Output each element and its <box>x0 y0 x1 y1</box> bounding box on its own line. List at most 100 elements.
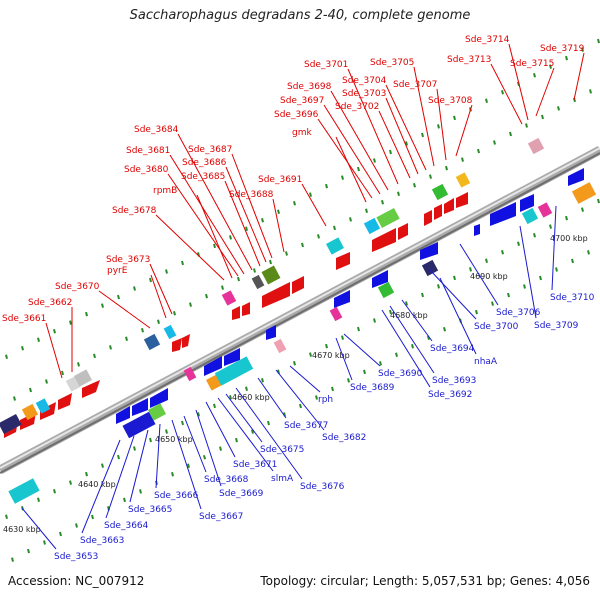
label-leaders <box>21 43 585 550</box>
gene-label[interactable]: Sde_3703 <box>342 89 386 99</box>
gene-label[interactable]: Sde_3676 <box>300 482 345 492</box>
gene-label[interactable]: rpmB <box>153 186 177 196</box>
gene-label[interactable]: Sde_3682 <box>322 433 366 443</box>
tick-mark <box>173 310 176 316</box>
gene-label[interactable]: Sde_3702 <box>335 102 379 112</box>
tick-mark <box>117 454 120 460</box>
tick-mark <box>405 141 408 146</box>
gene-label[interactable]: Sde_3678 <box>112 206 157 216</box>
gene-label[interactable]: Sde_3700 <box>474 322 519 332</box>
genome-summary-text: Topology: circular; Length: 5,057,531 bp… <box>260 574 590 588</box>
tick-mark <box>197 412 200 417</box>
gene-label[interactable]: Sde_3677 <box>284 421 328 431</box>
gene-label[interactable]: Sde_3698 <box>287 82 332 92</box>
tick-mark <box>293 360 296 366</box>
gene-arrow-forward <box>424 210 432 226</box>
tick-mark <box>461 157 464 162</box>
tick-mark <box>299 403 302 409</box>
gene-label[interactable]: Sde_3693 <box>432 376 476 386</box>
gene-label[interactable]: Sde_3707 <box>393 80 437 90</box>
tick-mark <box>541 114 544 120</box>
gene-label[interactable]: Sde_3653 <box>54 552 98 562</box>
gene-label[interactable]: Sde_3691 <box>258 175 302 185</box>
gene-arrow-forward <box>242 302 250 316</box>
gene-label[interactable]: Sde_3675 <box>260 445 304 455</box>
gene-label[interactable]: Sde_3686 <box>182 158 227 168</box>
gene-label[interactable]: Sde_3681 <box>126 146 170 156</box>
tick-mark <box>251 429 254 434</box>
tick-row-forward-outer <box>5 38 600 360</box>
gene-label[interactable]: Sde_3662 <box>28 298 72 308</box>
gene-label[interactable]: Sde_3670 <box>55 282 100 292</box>
gene-label[interactable]: Sde_3689 <box>350 383 395 393</box>
gene-label[interactable]: Sde_3696 <box>274 110 319 120</box>
leader-line <box>381 309 431 388</box>
gene-label[interactable]: rph <box>318 395 333 405</box>
gene-label[interactable]: Sde_3669 <box>219 489 264 499</box>
gene-label[interactable]: Sde_3715 <box>510 59 554 69</box>
gene-label[interactable]: Sde_3690 <box>378 369 423 379</box>
leader-line <box>195 409 222 487</box>
gene-label[interactable]: Sde_3663 <box>80 536 124 546</box>
tick-mark <box>109 345 112 350</box>
leader-line <box>429 269 477 320</box>
leader-line <box>343 333 381 367</box>
gene-label[interactable]: Sde_3685 <box>181 172 225 182</box>
tick-mark <box>91 514 94 520</box>
tick-mark <box>571 258 574 264</box>
leader-line <box>225 166 267 263</box>
gene-label[interactable]: Sde_3667 <box>199 512 243 522</box>
leader-line <box>257 377 287 419</box>
gene-label[interactable]: Sde_3684 <box>134 125 179 135</box>
gene-label[interactable]: Sde_3680 <box>124 165 169 175</box>
gene-label[interactable]: Sde_3694 <box>430 344 475 354</box>
gene-label[interactable]: Sde_3668 <box>204 475 249 485</box>
gene-label[interactable]: Sde_3710 <box>550 293 595 303</box>
gene-label[interactable]: Sde_3688 <box>229 190 274 200</box>
gene-label[interactable]: Sde_3709 <box>534 321 579 331</box>
gene-label[interactable]: Sde_3714 <box>465 35 510 45</box>
gene-arrow-forward <box>456 192 468 208</box>
leader-line <box>205 401 236 458</box>
gene-label[interactable]: Sde_3697 <box>280 96 324 106</box>
gene-label[interactable]: Sde_3719 <box>540 44 585 54</box>
gene-label[interactable]: Sde_3673 <box>106 255 150 265</box>
gene-label[interactable]: nhaA <box>474 357 498 367</box>
gene-label[interactable]: Sde_3708 <box>428 96 473 106</box>
gene-label[interactable]: Sde_3661 <box>2 314 46 324</box>
gene-label[interactable]: Sde_3713 <box>447 55 491 65</box>
gene-label[interactable]: Sde_3665 <box>128 505 172 515</box>
tick-mark <box>309 192 312 197</box>
gene-arrow-forward <box>336 252 350 270</box>
gene-label[interactable]: Sde_3705 <box>370 58 414 68</box>
leader-line <box>177 133 253 271</box>
gene-arrow-forward <box>182 334 190 348</box>
gene-arrow-reverse <box>372 270 388 288</box>
gene-label[interactable]: Sde_3692 <box>428 390 472 400</box>
tick-mark <box>491 301 494 306</box>
gene-arrow-forward <box>444 198 454 214</box>
tick-mark <box>517 241 520 246</box>
gene-label[interactable]: slmA <box>271 474 294 484</box>
gene-label[interactable]: Sde_3666 <box>154 491 199 501</box>
tick-mark <box>445 165 448 171</box>
gene-label[interactable]: Sde_3706 <box>496 308 541 318</box>
leader-line <box>347 68 399 185</box>
gene-label[interactable]: Sde_3687 <box>188 145 232 155</box>
tick-mark <box>437 124 440 129</box>
gene-label[interactable]: Sde_3671 <box>233 460 277 470</box>
tick-mark <box>333 225 336 231</box>
tick-mark <box>349 217 352 222</box>
gene-label[interactable]: Sde_3704 <box>342 76 387 86</box>
tick-mark <box>373 318 376 323</box>
gene-label[interactable]: Sde_3664 <box>104 521 149 531</box>
gene-arrow-forward <box>292 276 304 294</box>
gene-arrow-reverse <box>150 388 168 408</box>
leader-line <box>385 97 419 175</box>
tick-mark <box>317 234 320 239</box>
tick-mark <box>325 183 328 189</box>
gene-label[interactable]: gmk <box>292 128 312 138</box>
tick-mark <box>469 267 472 272</box>
gene-label[interactable]: pyrE <box>107 266 128 276</box>
gene-label[interactable]: Sde_3701 <box>304 60 348 70</box>
